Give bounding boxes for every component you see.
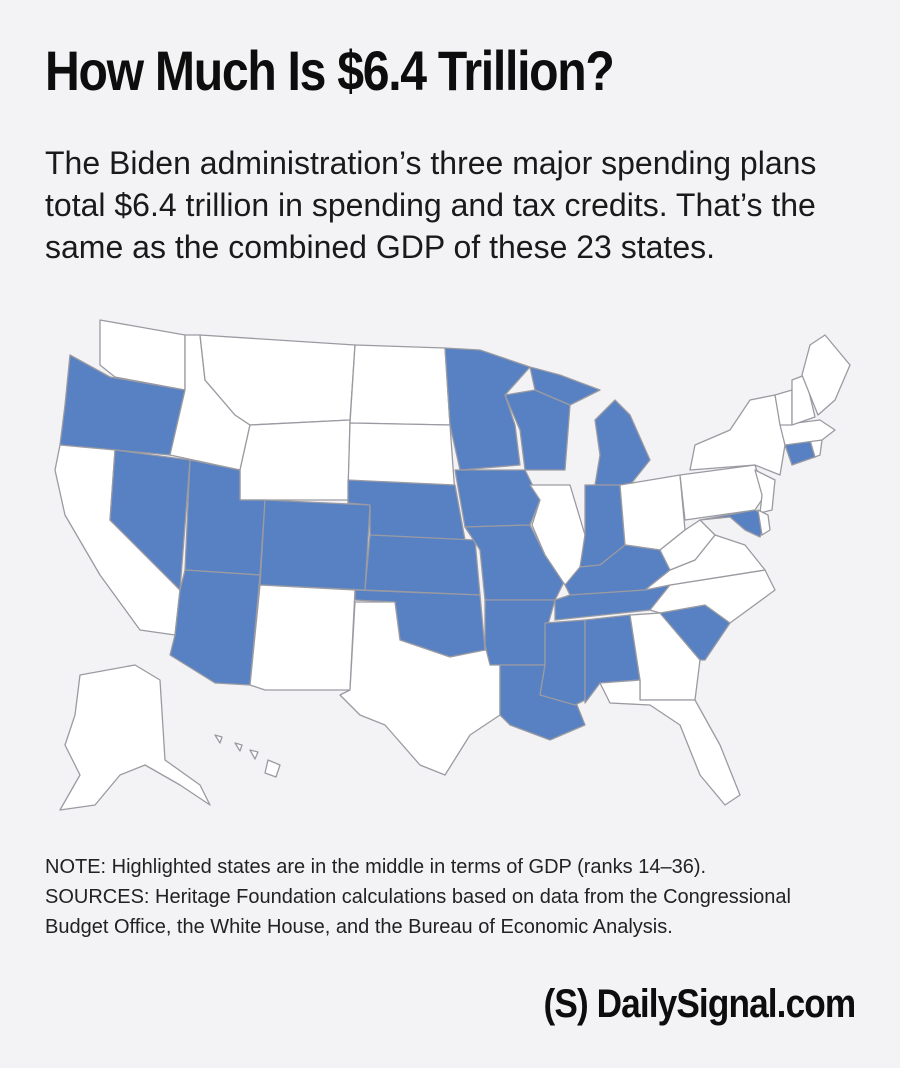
- state-NY: [689, 394, 786, 476]
- note-text: NOTE: Highlighted states are in the midd…: [45, 856, 707, 878]
- state-DE: [757, 509, 771, 536]
- state-AK: [59, 664, 211, 811]
- state-KS: [364, 534, 481, 596]
- state-ME: [801, 334, 851, 416]
- state-ND: [349, 344, 451, 426]
- state-NH: [791, 374, 816, 426]
- state-WY: [239, 419, 351, 501]
- state-NJ: [754, 469, 776, 514]
- state-NM: [249, 584, 356, 691]
- state-MN: [444, 347, 531, 471]
- state-MI: [529, 366, 651, 486]
- state-FL: [599, 679, 741, 806]
- state-AZ: [169, 569, 261, 686]
- site-name: DailySignal.com: [596, 982, 856, 1026]
- us-states-map: [54, 319, 851, 811]
- footnotes: NOTE: Highlighted states are in the midd…: [45, 852, 875, 942]
- state-MS: [539, 619, 586, 706]
- state-MO: [464, 524, 566, 601]
- state-TX: [339, 601, 501, 776]
- sources-line-1: SOURCES: Heritage Foundation calculation…: [45, 886, 791, 908]
- sources-line-2: Budget Office, the White House, and the …: [45, 916, 673, 938]
- daily-signal-logo: (S): [543, 982, 588, 1026]
- state-MA: [779, 419, 836, 446]
- page-title: How Much Is $6.4 Trillion?: [45, 39, 615, 102]
- state-HI: [214, 734, 281, 778]
- state-IA: [454, 469, 541, 528]
- subtitle: The Biden administration’s three major s…: [45, 145, 817, 265]
- state-CO: [259, 499, 371, 591]
- brand-logo: (S) DailySignal.com: [543, 982, 856, 1027]
- state-WV: [659, 519, 716, 571]
- state-MD: [699, 509, 769, 538]
- state-PA: [679, 464, 766, 521]
